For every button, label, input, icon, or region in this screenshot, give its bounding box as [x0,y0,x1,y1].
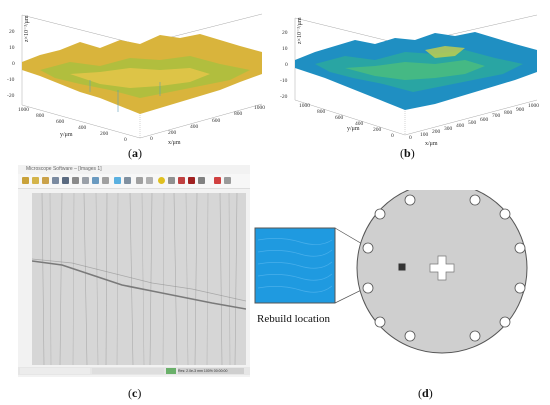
y-tick-a-1: 800 [36,113,45,119]
z-tick-a-0: 20 [9,29,15,35]
microscope-window: Microscope Software – [Images 1] [18,165,250,377]
scissors-icon[interactable] [214,177,221,184]
rebuild-location-label: Rebuild location [257,313,331,325]
x-tick-a-1: 200 [168,130,177,136]
settings-icon[interactable] [198,177,205,184]
surface-plot-b: 20 10 0 -10 -20 z×10⁻³/μm 1000 800 600 4… [280,14,539,147]
z-tick-a-1: 10 [9,45,15,51]
y-tick-a-5: 0 [124,137,127,143]
z-axis-label-b: z×10⁻³/μm [297,17,303,44]
x-tick-a-3: 600 [212,118,221,124]
rebuild-marker [397,262,407,272]
y-tick-b-2: 600 [335,115,344,121]
copy-icon[interactable] [82,177,89,184]
z-tick-a-3: -10 [7,77,15,83]
surface-plot-a: 20 10 0 -10 -20 z×10⁻³/μm 1000 800 600 4… [7,13,265,146]
open-icon[interactable] [22,177,29,184]
y-tick-a-0: 1000 [18,107,29,113]
circle-icon[interactable] [158,177,165,184]
x-tick-b-5: 500 [468,120,477,126]
image-icon[interactable] [92,177,99,184]
y-axis-label-a: y/μm [60,132,73,138]
x-tick-b-0: 0 [409,135,412,141]
brush-icon[interactable] [178,177,185,184]
micrograph-image [32,193,246,365]
disc-diagram [254,190,528,354]
panel-label-b: (b) [400,146,415,160]
panel-label-d: (d) [418,386,433,400]
x-tick-b-7: 700 [492,113,501,119]
z-tick-b-4: -20 [280,94,288,100]
status-text: Res: 2.0e-3 mm 100% 00:00:00 [178,368,244,374]
select-icon[interactable] [114,177,121,184]
x-tick-b-9: 900 [516,107,525,113]
help-icon[interactable] [224,177,231,184]
x-tick-a-2: 400 [190,124,199,130]
x-axis-label-a: x/μm [168,140,181,146]
color-icon[interactable] [188,177,195,184]
panel-label-a: (a) [128,146,142,160]
x-tick-b-2: 200 [432,129,441,135]
z-axis-label-a: z×10⁻³/μm [24,15,30,42]
line-icon[interactable] [146,177,153,184]
status-bar: Res: 2.0e-3 mm 100% 00:00:00 [18,367,250,375]
z-tick-b-3: -10 [280,78,288,84]
x-tick-b-10: 1000 [528,103,539,109]
z-tick-b-0: 20 [282,30,288,36]
measure-icon[interactable] [136,177,143,184]
y-tick-b-5: 0 [391,133,394,139]
x-tick-b-1: 100 [420,132,429,138]
x-axis-label-b: x/μm [425,141,438,147]
status-progress [166,368,176,374]
z-tick-b-2: 0 [285,62,288,68]
zoom-icon[interactable] [102,177,109,184]
x-tick-a-4: 800 [234,111,243,117]
center-cross-icon [429,255,455,281]
z-tick-a-2: 0 [12,61,15,67]
window-title: Microscope Software – [Images 1] [18,165,250,174]
save-icon[interactable] [32,177,39,184]
grid-icon[interactable] [72,177,79,184]
x-tick-a-5: 1000 [254,105,265,111]
toolbar [18,174,250,189]
z-tick-b-1: 10 [282,46,288,52]
y-axis-label-b: y/μm [347,126,360,132]
camera-icon[interactable] [62,177,69,184]
panel-label-c: (c) [128,386,142,400]
y-tick-b-1: 800 [317,109,326,115]
y-tick-a-3: 400 [78,125,87,131]
pointer-icon[interactable] [124,177,131,184]
y-tick-a-2: 600 [56,119,65,125]
y-tick-a-4: 200 [100,131,109,137]
folder-icon[interactable] [42,177,49,184]
y-tick-b-3: 400 [355,121,364,127]
x-tick-a-0: 0 [150,136,153,142]
x-tick-b-3: 300 [444,126,453,132]
text-icon[interactable] [168,177,175,184]
z-tick-a-4: -20 [7,93,15,99]
y-tick-b-0: 1000 [299,103,310,109]
x-tick-b-6: 600 [480,117,489,123]
x-tick-b-4: 400 [456,123,465,129]
rebuild-inset [254,227,336,304]
y-tick-b-4: 200 [373,127,382,133]
x-tick-b-8: 800 [504,110,513,116]
print-icon[interactable] [52,177,59,184]
